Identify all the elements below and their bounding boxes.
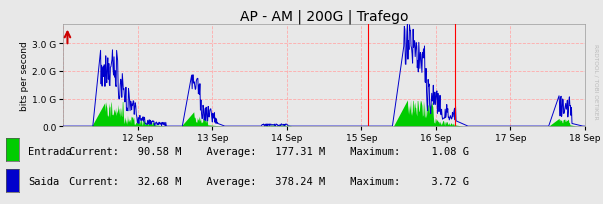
Text: RRDTOOL / TOBI OETIKER: RRDTOOL / TOBI OETIKER	[594, 44, 599, 119]
Y-axis label: bits per second: bits per second	[21, 41, 30, 110]
Text: Saida: Saida	[28, 177, 60, 186]
Text: Current:   32.68 M    Average:   378.24 M    Maximum:     3.72 G: Current: 32.68 M Average: 378.24 M Maxim…	[69, 177, 469, 186]
Text: Current:   90.58 M    Average:   177.31 M    Maximum:     1.08 G: Current: 90.58 M Average: 177.31 M Maxim…	[69, 146, 469, 156]
Title: AP - AM | 200G | Trafego: AP - AM | 200G | Trafego	[240, 9, 408, 24]
Text: Entrada: Entrada	[28, 146, 72, 156]
